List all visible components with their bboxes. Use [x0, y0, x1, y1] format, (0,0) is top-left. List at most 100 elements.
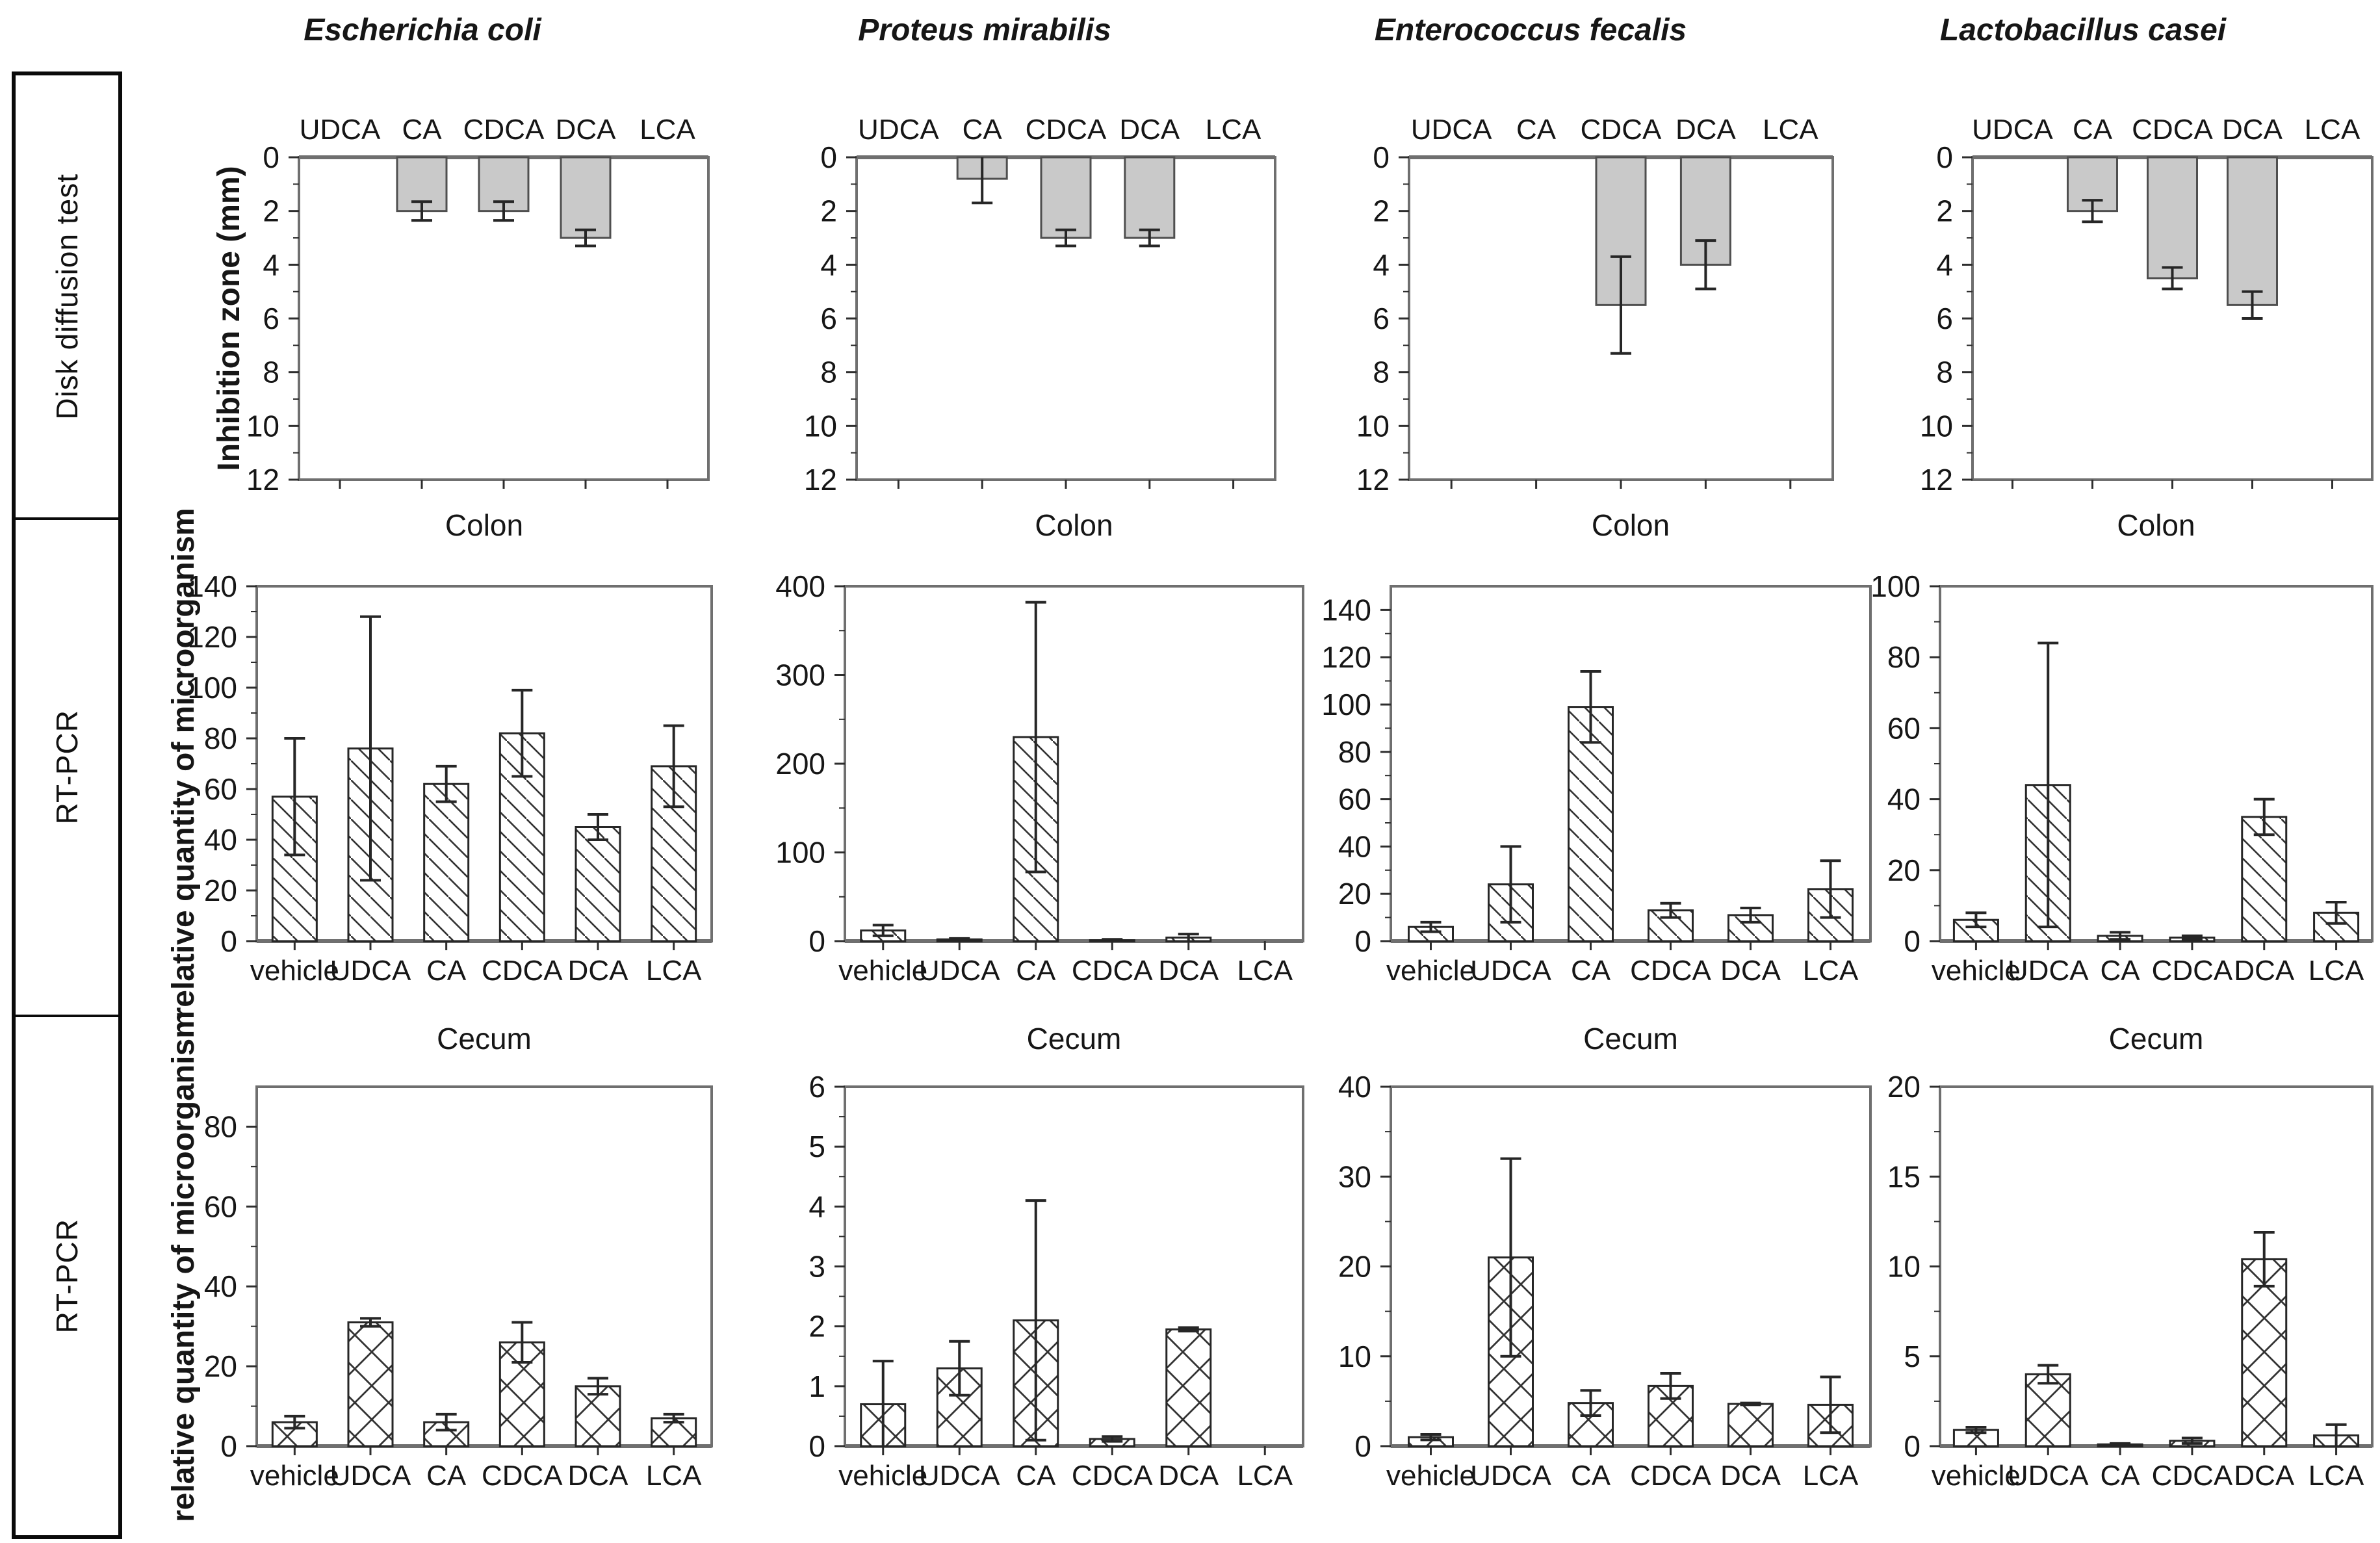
y-tick-label: 12 [1356, 463, 1390, 497]
row-label-text: Disk diffusion test [50, 173, 84, 420]
plot-box [844, 585, 1304, 942]
y-tick-label: 5 [1904, 1340, 1921, 1373]
y-tick-label: 2 [1936, 194, 1953, 228]
row-label-text: RT-PCR [50, 1219, 84, 1334]
bar [498, 1341, 545, 1447]
category-label: LCA [2309, 955, 2364, 987]
y-tick-label: 60 [1338, 783, 1371, 816]
chart-ecoli-disk: Inhibition zone (mm) 0 2 4 6 8 10 12 UDCA CA CDCA D… [212, 114, 710, 497]
y-tick-label: 20 [204, 1349, 237, 1383]
category-label: UDCA [1411, 114, 1492, 146]
y-tick-label: 10 [804, 409, 837, 443]
y-tick-label: 100 [1870, 569, 1921, 603]
category-label: CA [402, 114, 442, 146]
category-label: vehicle [1386, 955, 1475, 987]
y-tick-label: 6 [1373, 302, 1390, 335]
y-tick-label: 140 [187, 569, 237, 603]
y-tick-label: 10 [1887, 1250, 1921, 1284]
chart-title: Colon [1035, 508, 1113, 542]
category-label: CDCA [2152, 1460, 2233, 1492]
category-label: LCA [640, 114, 695, 146]
category-label: DCA [556, 114, 617, 146]
category-label: UDCA [1470, 955, 1551, 987]
category-label: LCA [1803, 955, 1859, 987]
category-label: DCA [1158, 1460, 1219, 1492]
y-tick-label: 3 [808, 1250, 825, 1284]
bar [575, 1385, 621, 1447]
category-label: CA [426, 955, 467, 987]
plot-box [255, 585, 713, 942]
y-tick-label: 100 [1321, 688, 1371, 721]
category-label: vehicle [250, 1460, 339, 1492]
chart-title: Cecum [437, 1022, 532, 1056]
category-label: UDCA [858, 114, 939, 146]
plot-box [1939, 585, 2374, 942]
species-title: Escherichia coli [304, 13, 542, 47]
category-label: CA [2073, 114, 2113, 146]
category-label: LCA [1763, 114, 1818, 146]
y-tick-label: 400 [775, 569, 825, 603]
y-tick-label: 60 [204, 772, 237, 806]
y-tick-label: 40 [204, 823, 237, 857]
y-axis-label: Inhibition zone (mm) [212, 166, 246, 471]
y-tick-label: 0 [220, 1429, 237, 1463]
chart-title: Colon [445, 508, 523, 542]
category-label: CDCA [1630, 955, 1711, 987]
y-tick-label: 120 [1321, 640, 1371, 674]
y-tick-label: 8 [263, 356, 279, 389]
category-label: CA [426, 1460, 467, 1492]
category-label: UDCA [2008, 1460, 2089, 1492]
y-tick-label: 8 [820, 356, 837, 389]
bar [1727, 1403, 1774, 1447]
bar [498, 732, 545, 942]
category-label: DCA [1158, 955, 1219, 987]
category-label: UDCA [1972, 114, 2053, 146]
y-tick-label: 4 [1373, 248, 1390, 281]
y-tick-label: 0 [820, 140, 837, 174]
y-tick-label: 12 [804, 463, 837, 497]
category-label: DCA [1720, 1460, 1781, 1492]
category-label: UDCA [2008, 955, 2089, 987]
y-tick-label: 2 [808, 1310, 825, 1343]
plot-box [1390, 585, 1872, 942]
y-tick-label: 10 [1920, 409, 1953, 443]
category-label: DCA [2234, 1460, 2295, 1492]
chart-title: Cecum [1027, 1022, 1122, 1056]
y-tick-label: 12 [1920, 463, 1953, 497]
y-tick-label: 0 [1373, 140, 1390, 174]
y-axis-label: relative quantity of microorganism [166, 508, 201, 1020]
y-tick-label: 12 [246, 463, 279, 497]
bar [423, 783, 470, 942]
y-tick-label: 2 [1373, 194, 1390, 228]
category-label: DCA [568, 955, 629, 987]
bar [347, 1321, 394, 1447]
y-tick-label: 40 [1887, 783, 1921, 816]
category-label: vehicle [1386, 1460, 1475, 1492]
bar [560, 156, 612, 239]
y-tick-label: 0 [263, 140, 279, 174]
category-label: CDCA [1072, 1460, 1153, 1492]
chart-title: Cecum [2109, 1022, 2204, 1056]
category-label: CDCA [463, 114, 545, 146]
y-tick-label: 80 [204, 1109, 237, 1143]
bar [1165, 1328, 1212, 1447]
category-label: DCA [2234, 955, 2295, 987]
y-tick-label: 0 [1904, 1429, 1921, 1463]
chart-title: Colon [2117, 508, 2195, 542]
category-label: vehicle [1932, 1460, 2021, 1492]
y-tick-label: 300 [775, 658, 825, 692]
y-tick-label: 0 [1354, 924, 1371, 958]
category-label: CDCA [1026, 114, 1107, 146]
y-tick-label: 120 [187, 620, 237, 654]
category-label: LCA [646, 955, 702, 987]
bar [1040, 156, 1092, 239]
category-label: vehicle [838, 955, 927, 987]
category-label: CA [1516, 114, 1557, 146]
y-tick-label: 0 [1354, 1429, 1371, 1463]
bar [1568, 706, 1614, 942]
y-tick-label: 15 [1887, 1160, 1921, 1193]
y-tick-label: 8 [1936, 356, 1953, 389]
category-label: UDCA [919, 1460, 1000, 1492]
